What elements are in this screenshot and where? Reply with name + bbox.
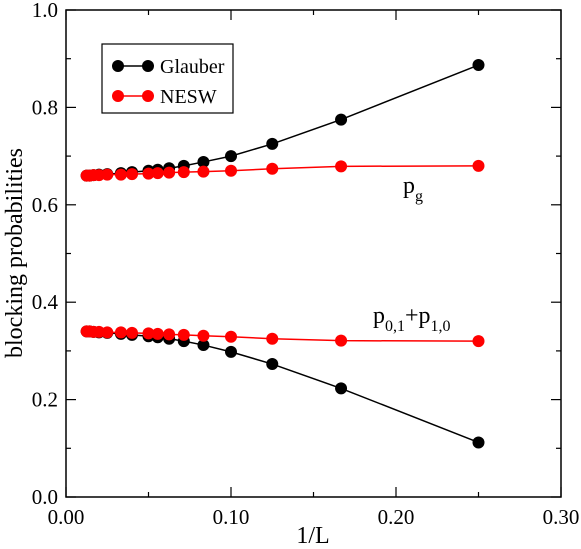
data-point-nesw-p01p10 (225, 330, 237, 343)
series-layer (80, 59, 485, 449)
annotation-p01-base: p (373, 303, 385, 329)
data-point-nesw-p01p10 (101, 326, 114, 339)
annotation-p10-sub: 1,0 (431, 318, 451, 335)
data-point-glauber-p01p10 (472, 436, 485, 449)
annotation-p01-sub: 0,1 (385, 318, 405, 335)
series-nesw-p01p10 (80, 325, 485, 348)
x-tick-label: 0.00 (48, 505, 85, 529)
data-point-glauber-p01p10 (335, 382, 348, 395)
y-tick-label: 0.8 (32, 95, 58, 119)
data-point-glauber-pg (225, 150, 237, 163)
data-point-nesw-p01p10 (163, 328, 176, 341)
data-point-nesw-p01p10 (151, 327, 164, 340)
annotation-p10-base: p (419, 303, 431, 329)
x-tick-label: 0.30 (543, 505, 580, 529)
legend-marker-nesw (142, 90, 154, 102)
series-nesw-pg (80, 159, 485, 182)
annotation-p01-p10: p0,1+p1,0 (373, 303, 451, 335)
data-point-nesw-pg (114, 168, 127, 181)
data-point-nesw-pg (163, 166, 176, 179)
x-axis-label: 1/L (296, 523, 329, 549)
data-point-nesw-pg (177, 166, 190, 179)
legend-box (101, 43, 234, 114)
data-point-nesw-p01p10 (177, 328, 190, 341)
y-tick-label: 0.4 (32, 290, 59, 314)
y-tick-label: 0.0 (32, 485, 58, 509)
data-point-nesw-pg (472, 159, 485, 172)
data-point-nesw-pg (142, 167, 155, 180)
data-point-nesw-pg (225, 164, 237, 177)
legend-label-glauber: Glauber (160, 56, 225, 78)
data-point-nesw-pg (101, 168, 114, 181)
legend-label-nesw: NESW (160, 86, 217, 108)
data-point-nesw-pg (335, 160, 348, 173)
annotation-pg: pg (403, 173, 423, 205)
data-point-nesw-p01p10 (472, 335, 485, 348)
y-axis-label: blocking probabilities (2, 148, 28, 358)
annotation-plus: + (405, 303, 419, 329)
x-tick-label: 0.10 (213, 505, 250, 529)
data-point-glauber-pg (472, 59, 485, 72)
y-tick-label: 0.2 (32, 388, 58, 412)
y-tick-label: 0.6 (32, 193, 58, 217)
legend-marker-glauber (112, 60, 124, 72)
annotation-pg-sub: g (415, 188, 423, 205)
data-point-glauber-pg (335, 113, 348, 126)
data-point-glauber-pg (197, 155, 210, 168)
data-point-nesw-pg (197, 165, 210, 178)
data-point-nesw-p01p10 (266, 332, 279, 345)
data-point-nesw-p01p10 (142, 327, 155, 340)
annotation-pg-base: p (403, 173, 415, 199)
axis-ticks: 0.00 0.10 0.20 0.30 0.0 0.2 0.4 0.6 0.8 1.0 (32, 0, 580, 529)
data-point-glauber-p01p10 (225, 345, 237, 358)
x-tick-label: 0.20 (378, 505, 415, 529)
series-line-glauber-p01p10 (86, 330, 479, 444)
series-glauber-p01p10 (80, 325, 485, 449)
data-point-nesw-p01p10 (335, 334, 348, 347)
data-point-glauber-p01p10 (197, 339, 210, 352)
legend-marker-glauber (142, 60, 154, 72)
data-point-glauber-pg (266, 137, 279, 150)
y-tick-label: 1.0 (32, 0, 58, 22)
legend-marker-nesw (112, 90, 124, 102)
data-point-nesw-p01p10 (114, 326, 127, 339)
data-point-nesw-p01p10 (126, 326, 138, 339)
data-point-nesw-pg (151, 167, 164, 180)
data-point-glauber-p01p10 (266, 358, 279, 371)
data-point-nesw-pg (126, 168, 138, 181)
legend: Glauber NESW (101, 43, 234, 114)
data-point-nesw-pg (266, 162, 279, 175)
data-point-nesw-p01p10 (197, 329, 210, 342)
